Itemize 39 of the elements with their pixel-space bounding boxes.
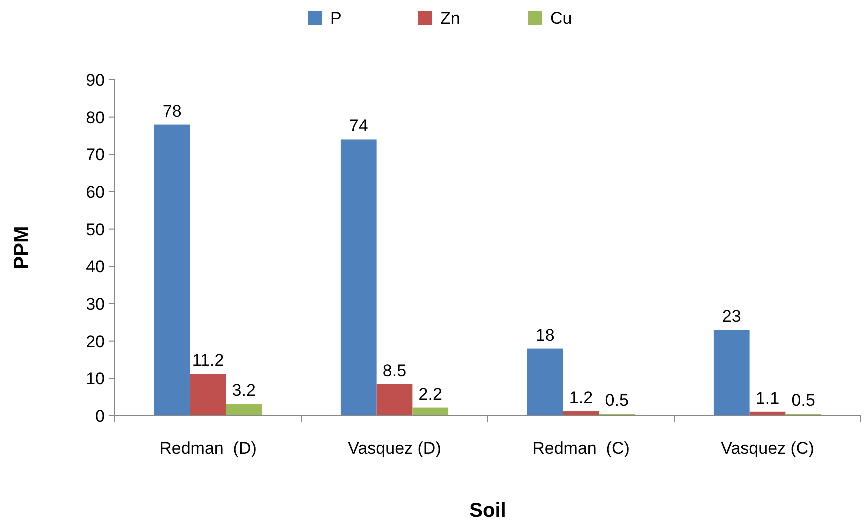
legend-label: Cu bbox=[550, 8, 572, 28]
y-axis-title: PPM bbox=[11, 226, 33, 270]
data-label: 18 bbox=[536, 326, 555, 345]
y-tick-label: 40 bbox=[86, 258, 105, 277]
data-label: 8.5 bbox=[382, 361, 407, 380]
data-label: 23 bbox=[722, 307, 742, 326]
y-tick-label: 50 bbox=[86, 220, 105, 240]
y-tick-label: 60 bbox=[86, 182, 105, 202]
x-tick-label: Vasquez (C) bbox=[721, 439, 814, 458]
data-label: 74 bbox=[349, 116, 368, 136]
y-tick-label: 20 bbox=[86, 332, 105, 352]
data-label: 0.5 bbox=[605, 391, 629, 410]
data-label: 1.2 bbox=[569, 388, 594, 408]
bar bbox=[527, 348, 564, 416]
bar bbox=[714, 330, 750, 416]
bar bbox=[154, 124, 190, 416]
bar bbox=[412, 408, 449, 416]
bar bbox=[340, 140, 377, 416]
bar bbox=[190, 374, 226, 416]
bar bbox=[376, 384, 413, 416]
x-tick-label: Redman (D) bbox=[160, 439, 257, 458]
y-tick-label: 80 bbox=[86, 108, 105, 128]
x-tick-label: Vasquez (D) bbox=[348, 439, 442, 458]
data-label: 1.1 bbox=[756, 388, 780, 408]
data-label: 0.5 bbox=[792, 391, 816, 410]
data-label: 2.2 bbox=[418, 384, 442, 404]
x-axis-title: Soil bbox=[470, 500, 506, 522]
y-tick-label: 30 bbox=[86, 294, 105, 314]
data-label: 78 bbox=[162, 102, 182, 121]
legend-label: P bbox=[330, 8, 342, 28]
legend-label: Zn bbox=[440, 8, 460, 28]
bar bbox=[226, 404, 262, 416]
y-tick-label: 70 bbox=[86, 146, 105, 165]
y-tick-label: 0 bbox=[96, 406, 105, 426]
y-tick-label: 90 bbox=[86, 70, 105, 90]
x-tick-label: Redman (C) bbox=[532, 439, 630, 458]
data-label: 11.2 bbox=[192, 351, 224, 370]
y-tick-label: 10 bbox=[86, 370, 105, 389]
data-label: 3.2 bbox=[232, 381, 256, 400]
